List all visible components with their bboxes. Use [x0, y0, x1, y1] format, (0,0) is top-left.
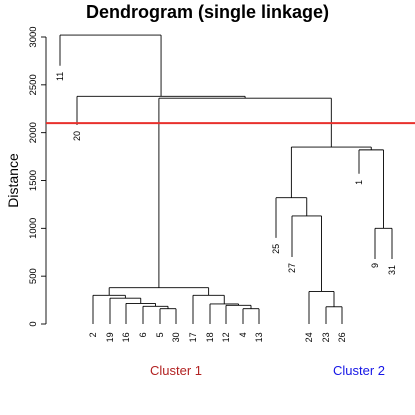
chart-title: Dendrogram (single linkage) — [85, 2, 330, 22]
leaf-label-27: 27 — [287, 263, 297, 273]
leaf-label-12: 12 — [221, 332, 231, 342]
leaf-label-24: 24 — [304, 332, 314, 342]
y-tick-label: 2500 — [28, 74, 39, 95]
y-tick-label: 0 — [28, 321, 39, 326]
cluster-label-1: Cluster 1 — [150, 363, 202, 378]
leaf-label-16: 16 — [121, 332, 131, 342]
y-axis-label: Distance — [5, 153, 21, 208]
leaf-label-26: 26 — [337, 332, 347, 342]
leaf-label-18: 18 — [205, 332, 215, 342]
leaf-label-6: 6 — [138, 332, 148, 337]
leaf-label-5: 5 — [155, 332, 165, 337]
y-tick-label: 500 — [28, 268, 39, 284]
leaf-label-20: 20 — [72, 131, 82, 141]
leaf-label-1: 1 — [354, 180, 364, 185]
leaf-label-30: 30 — [171, 332, 181, 342]
leaf-label-9: 9 — [370, 263, 380, 268]
leaf-label-23: 23 — [321, 332, 331, 342]
leaf-label-25: 25 — [271, 244, 281, 254]
cluster-label-2: Cluster 2 — [333, 363, 385, 378]
leaf-label-31: 31 — [387, 265, 397, 275]
y-tick-label: 1000 — [28, 218, 39, 239]
leaf-label-19: 19 — [105, 332, 115, 342]
y-tick-label: 2000 — [28, 122, 39, 143]
y-tick-label: 3000 — [28, 26, 39, 47]
leaf-label-4: 4 — [238, 332, 248, 337]
leaf-label-13: 13 — [254, 332, 264, 342]
y-tick-label: 1500 — [28, 170, 39, 191]
leaf-label-11: 11 — [55, 72, 65, 81]
leaf-label-17: 17 — [188, 332, 198, 342]
leaf-label-2: 2 — [88, 332, 98, 337]
